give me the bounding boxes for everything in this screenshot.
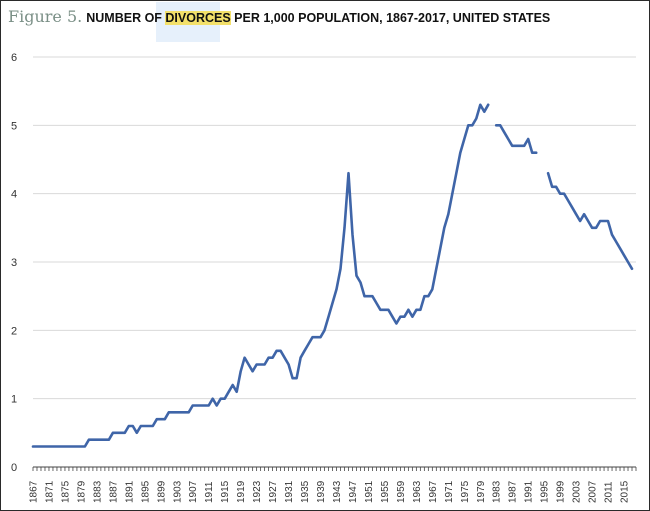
y-tick-label: 4 [11,189,17,201]
x-tick-label: 1983 [492,480,503,503]
series-line-segment [31,103,490,448]
series-line [31,103,634,448]
x-tick-label: 1907 [188,480,199,503]
x-tick-label: 1923 [252,480,263,503]
x-tick-label: 2007 [588,480,599,503]
x-tick-label: 1879 [76,480,87,503]
title-text-after: PER 1,000 POPULATION, 1867-2017, UNITED … [230,11,551,25]
x-tick-label: 1883 [92,480,103,503]
x-tick-label: 1875 [60,480,71,503]
x-tick-label: 1867 [29,480,40,503]
x-tick-label: 1939 [316,480,327,503]
series-line-segment [494,124,538,154]
y-tick-label: 6 [11,52,17,64]
series-line-segment [546,171,634,271]
x-tick-label: 1943 [332,480,343,503]
x-tick-label: 1967 [428,480,439,503]
chart-title: Figure 5. NUMBER OF DIVORCES PER 1,000 P… [8,5,550,29]
x-tick-label: 1899 [156,480,167,503]
x-tick-label: 1999 [556,480,567,503]
x-tick-label: 1911 [204,481,215,503]
x-tick-label: 1871 [44,480,55,503]
x-tick-label: 1891 [124,480,135,503]
x-tick-label: 1903 [172,480,183,503]
x-tick-label: 1987 [508,480,519,503]
y-tick-label: 2 [11,325,17,337]
x-axis: 1867 1871 1875 1879 1883 1887 1891 1895 1899 1903… [29,466,637,503]
x-tick-label: 1947 [348,480,359,503]
gridlines [33,56,636,400]
x-tick-label: 1971 [444,480,455,503]
x-tick-label: 2015 [620,480,631,503]
x-tick-label: 1991 [524,480,535,503]
x-tick-label: 1915 [220,480,231,503]
x-tick-label: 1979 [476,480,487,503]
x-tick-label: 1975 [460,480,471,503]
x-tick-label: 1887 [108,480,119,503]
x-tick-label: 1919 [236,480,247,503]
y-tick-label: 5 [11,120,17,132]
y-tick-label: 0 [11,462,17,474]
x-tick-label: 2011 [604,481,615,503]
x-tick-label: 1955 [380,480,391,503]
y-tick-label: 3 [11,257,17,269]
x-tick-label: 1895 [140,480,151,503]
x-tick-label: 1951 [364,480,375,503]
x-tick-label: 2003 [572,480,583,503]
figure-label: Figure 5. [8,7,83,26]
y-axis-tick-labels: 0 1 2 3 4 5 6 [11,52,17,474]
x-tick-label: 1931 [284,480,295,503]
x-tick-label: 1935 [300,480,311,503]
x-tick-label: 1959 [396,480,407,503]
x-tick-label: 1995 [540,480,551,503]
x-tick-label: 1927 [268,480,279,503]
title-highlighted-word: DIVORCES [165,11,231,25]
y-tick-label: 1 [11,394,17,406]
title-text-before: NUMBER OF [86,11,166,25]
x-tick-label: 1963 [412,480,423,503]
